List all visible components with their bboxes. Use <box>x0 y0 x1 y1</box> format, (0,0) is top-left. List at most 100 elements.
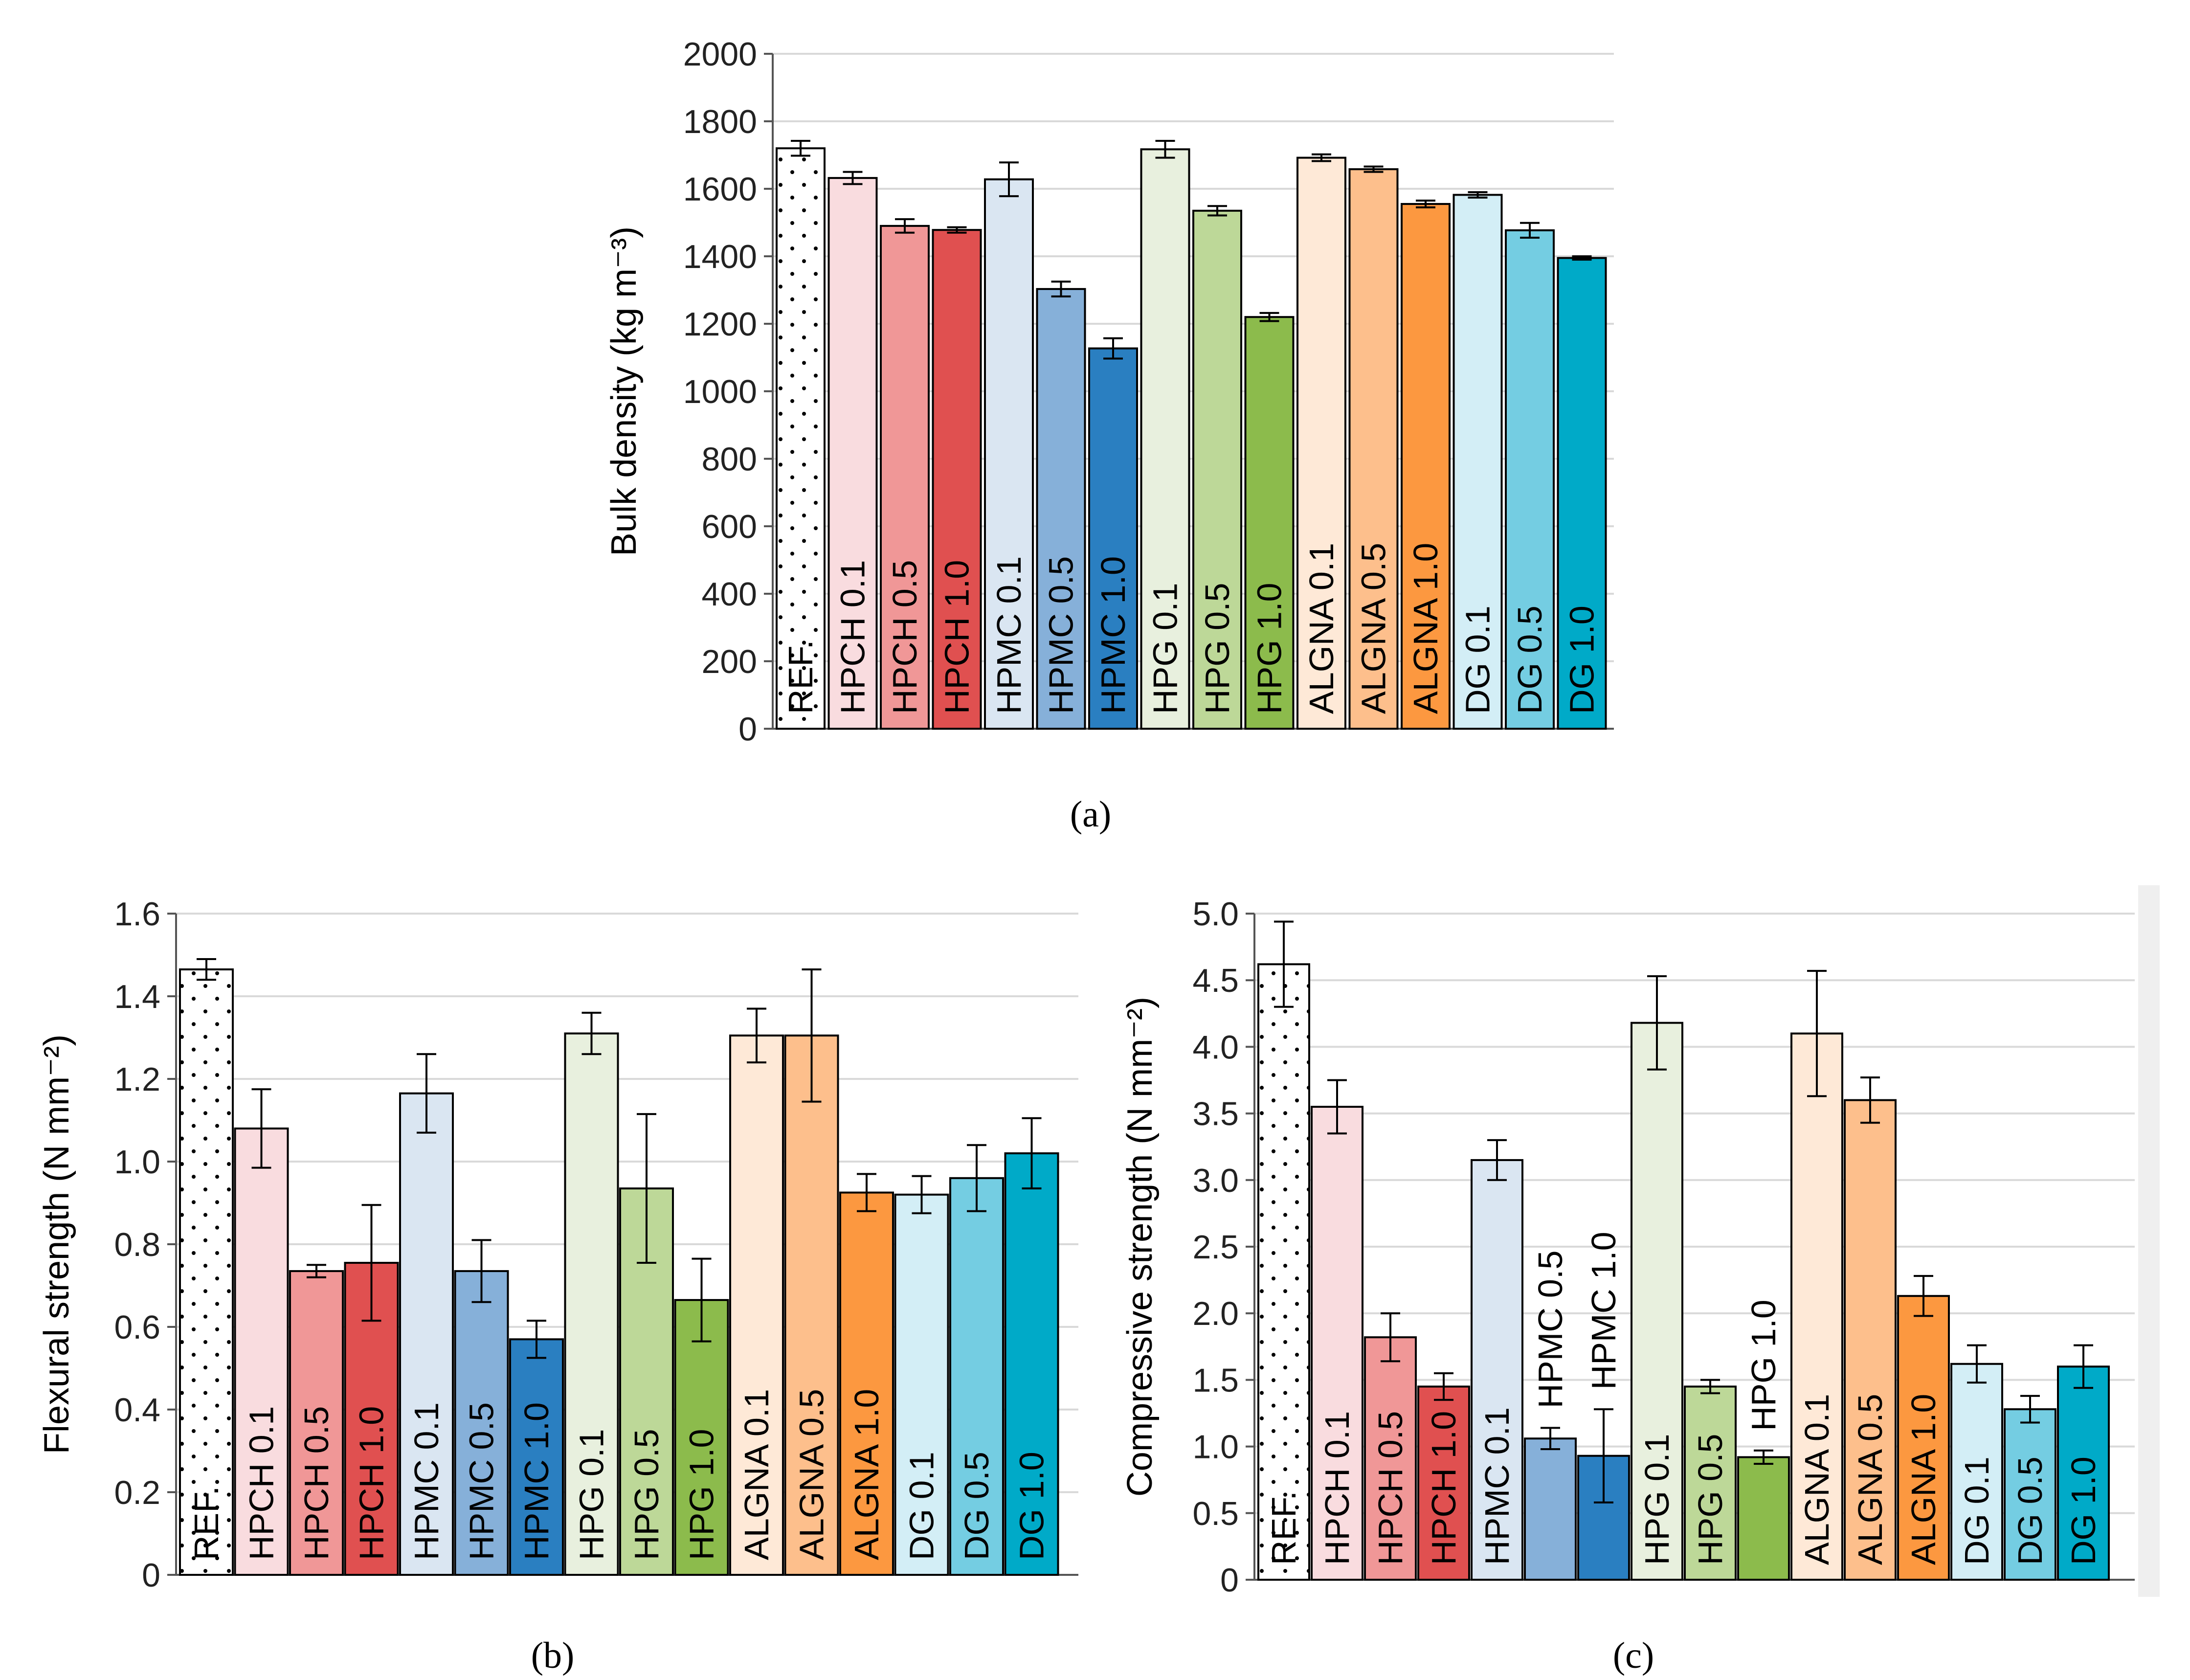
bar <box>1417 1386 1470 1581</box>
category-label: HPMC 1.0 <box>1094 556 1132 714</box>
y-tick-label: 1.0 <box>114 1143 160 1181</box>
y-tick-label: 1.2 <box>114 1061 160 1098</box>
category-label: ALGNA 0.1 <box>737 1389 776 1560</box>
bar <box>399 1092 454 1576</box>
bar <box>1311 1105 1363 1581</box>
panel-b-caption: (b) <box>531 1635 575 1676</box>
bar <box>784 1034 839 1576</box>
category-label: HPMC 0.1 <box>1478 1407 1516 1565</box>
bar <box>839 1191 894 1576</box>
y-tick-label: 0.8 <box>114 1226 160 1263</box>
category-label: ALGNA 1.0 <box>1904 1394 1943 1565</box>
bar <box>1348 168 1399 730</box>
category-label: ALGNA 1.0 <box>848 1389 886 1560</box>
category-label: HPG 1.0 <box>683 1429 721 1560</box>
category-label: HPG 0.5 <box>627 1429 666 1560</box>
y-axis-title: Bulk density (kg m⁻³) <box>604 226 644 556</box>
category-label: HPCH 1.0 <box>1425 1411 1463 1565</box>
y-tick-label: 1.4 <box>114 978 160 1015</box>
bar <box>932 229 982 730</box>
category-label: HPG 0.1 <box>573 1429 611 1560</box>
category-label: HPMC 1.0 <box>1585 1232 1623 1389</box>
bar <box>1557 257 1607 730</box>
y-tick-label: 200 <box>702 643 757 680</box>
bar <box>1257 963 1310 1581</box>
chart-compressive-strength: 0 0.5 1.0 1.5 2.0 2.5 3.0 3.5 4.0 4.5 5.0 Compressi… <box>1120 896 2135 1599</box>
bar <box>1088 347 1138 730</box>
bar <box>1950 1363 2003 1581</box>
y-tick-label: 1.0 <box>1192 1429 1239 1466</box>
bar <box>674 1299 729 1576</box>
bar <box>1524 1437 1577 1581</box>
category-label: HPG 0.1 <box>1638 1434 1676 1565</box>
bar <box>1453 194 1503 730</box>
category-label: REF. <box>782 640 820 714</box>
bar <box>179 968 234 1576</box>
bar <box>1401 203 1451 730</box>
bar <box>1004 1152 1059 1576</box>
bar <box>949 1177 1004 1576</box>
category-label: HPMC 0.5 <box>1531 1251 1569 1409</box>
chart-bulk-density: 0 200 400 600 800 1000 1200 1400 1600 1800 2000 Bul… <box>604 36 1614 748</box>
category-label: HPMC 0.5 <box>463 1402 501 1560</box>
y-tick-label: 0.4 <box>114 1391 160 1429</box>
panel-a-caption: (a) <box>1070 794 1111 835</box>
bar <box>1192 209 1242 730</box>
category-label: DG 0.1 <box>903 1452 941 1560</box>
bar <box>827 177 878 730</box>
bar <box>894 1193 949 1576</box>
y-tick-label: 2000 <box>683 36 757 73</box>
y-tick-label: 2.5 <box>1192 1229 1239 1266</box>
bar <box>2057 1366 2110 1581</box>
bar <box>1471 1159 1523 1581</box>
y-tick-label: 0.2 <box>114 1474 160 1511</box>
category-label: DG 1.0 <box>1013 1452 1051 1560</box>
y-tick-label: 1.6 <box>114 896 160 933</box>
category-label: HPCH 0.5 <box>1371 1411 1409 1565</box>
category-label: HPCH 0.5 <box>886 560 924 714</box>
category-label: ALGNA 0.5 <box>793 1389 831 1560</box>
bar <box>1140 148 1190 730</box>
y-tick-label: 4.5 <box>1192 962 1239 999</box>
bar <box>564 1032 619 1576</box>
category-label: HPG 0.1 <box>1146 583 1184 714</box>
category-label: ALGNA 0.1 <box>1302 543 1341 714</box>
bar <box>1790 1032 1843 1581</box>
bar <box>1364 1336 1417 1581</box>
y-axis-title: Compressive strength (N mm⁻²) <box>1120 997 1160 1497</box>
bar <box>1631 1022 1683 1581</box>
y-tick-label: 1800 <box>683 103 757 140</box>
y-tick-label: 0 <box>1220 1562 1239 1599</box>
category-label: DG 0.5 <box>2011 1456 2049 1565</box>
bar <box>509 1338 564 1576</box>
category-label: HPMC 1.0 <box>517 1402 556 1560</box>
category-label: HPCH 0.1 <box>1318 1411 1356 1565</box>
category-label: ALGNA 0.1 <box>1798 1394 1836 1565</box>
category-label: ALGNA 1.0 <box>1407 543 1445 714</box>
category-label: HPCH 0.5 <box>297 1406 335 1560</box>
category-label: HPMC 0.1 <box>407 1402 446 1560</box>
y-tick-label: 3.5 <box>1192 1096 1239 1133</box>
bar <box>234 1127 289 1576</box>
y-tick-label: 0.6 <box>114 1309 160 1346</box>
category-label: HPG 0.5 <box>1691 1434 1729 1565</box>
y-tick-label: 4.0 <box>1192 1029 1239 1066</box>
category-label: DG 1.0 <box>1563 605 1601 714</box>
bar <box>1897 1295 1950 1581</box>
bar <box>1684 1386 1737 1581</box>
category-label: REF. <box>187 1486 225 1560</box>
category-label: ALGNA 0.5 <box>1851 1394 1889 1565</box>
category-label: DG 0.1 <box>1459 605 1497 714</box>
y-tick-label: 0 <box>142 1557 160 1594</box>
bar <box>776 147 826 730</box>
y-tick-label: 600 <box>702 508 757 545</box>
category-label: DG 0.5 <box>1511 605 1549 714</box>
category-label: HPMC 0.5 <box>1042 556 1080 714</box>
bar <box>289 1270 344 1576</box>
category-label: REF. <box>1265 1491 1303 1565</box>
category-label: HPG 0.5 <box>1198 583 1236 714</box>
y-tick-label: 400 <box>702 576 757 613</box>
bar <box>454 1270 509 1576</box>
category-label: HPCH 0.1 <box>243 1406 281 1560</box>
